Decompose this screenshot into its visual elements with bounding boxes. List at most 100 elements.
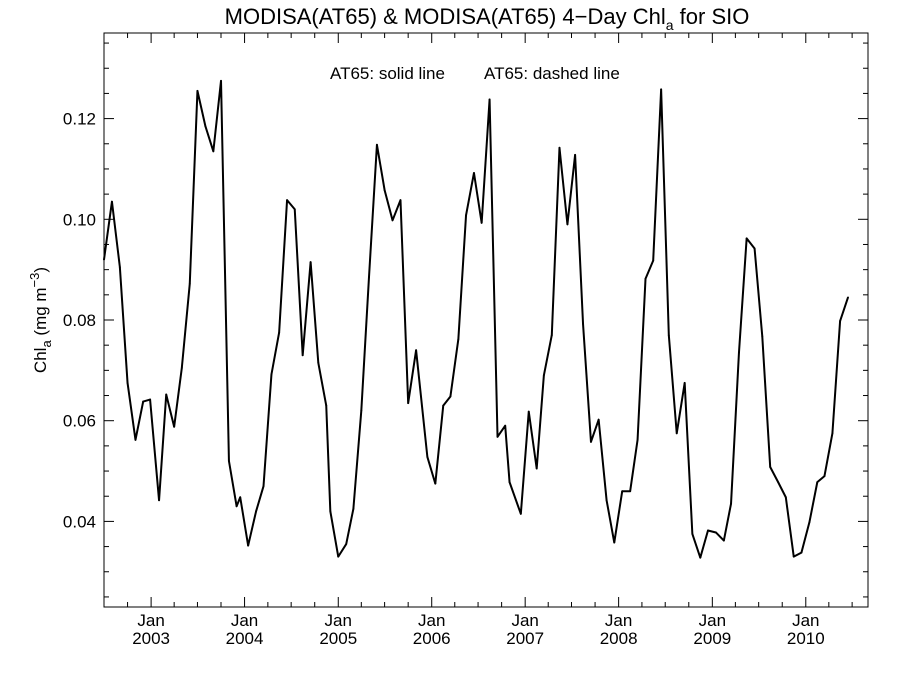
y-axis-label: Chla (mg m−3)	[27, 267, 54, 373]
x-tick-month-label: Jan	[792, 611, 819, 630]
x-tick-month-label: Jan	[231, 611, 258, 630]
data-point	[519, 512, 522, 515]
data-point	[566, 223, 569, 226]
data-point	[158, 499, 160, 502]
data-point	[301, 354, 304, 357]
data-point	[730, 502, 732, 505]
data-point	[769, 466, 772, 468]
data-point	[480, 221, 483, 224]
data-point	[550, 334, 553, 337]
data-point	[188, 282, 191, 285]
data-point	[235, 505, 238, 508]
data-point	[839, 320, 841, 322]
data-point	[715, 531, 717, 534]
x-tick-year-label: 2009	[693, 629, 731, 648]
data-point	[644, 277, 647, 280]
chart-title-suffix: for SIO	[674, 4, 750, 29]
legend-solid: AT65: solid line	[330, 64, 445, 83]
chart-title-subscript: a	[666, 17, 674, 33]
data-point	[629, 490, 632, 493]
data-point	[636, 438, 639, 441]
data-point	[111, 200, 113, 203]
x-tick-month-label: Jan	[418, 611, 445, 630]
data-point	[473, 172, 475, 174]
data-point	[368, 276, 370, 279]
data-point	[383, 189, 386, 191]
data-point	[345, 543, 348, 545]
data-point	[309, 261, 312, 263]
data-point	[535, 467, 538, 470]
y-axis-label-close: )	[31, 267, 50, 273]
data-point	[415, 349, 417, 352]
series-line-solid	[103, 79, 849, 559]
chart-title-main: MODISA(AT65) & MODISA(AT65) 4−Day Chl	[225, 4, 666, 29]
data-point	[777, 481, 780, 484]
y-tick-label: 0.06	[63, 412, 96, 431]
data-point	[660, 88, 663, 91]
data-point	[196, 90, 199, 92]
data-point	[376, 143, 378, 146]
x-tick-year-label: 2003	[132, 629, 170, 648]
data-point	[784, 496, 787, 499]
data-point	[590, 440, 592, 443]
data-point	[270, 373, 273, 376]
y-tick-label: 0.12	[63, 110, 96, 129]
data-point	[325, 404, 328, 407]
data-point	[142, 400, 145, 403]
data-point	[149, 398, 151, 401]
data-point	[262, 485, 265, 488]
data-point	[816, 481, 819, 484]
data-point	[449, 395, 452, 398]
data-point	[255, 510, 257, 513]
data-point	[691, 533, 694, 535]
data-point	[173, 425, 176, 428]
data-point	[399, 199, 402, 202]
x-tick-year-label: 2006	[413, 629, 451, 648]
data-point	[597, 418, 600, 421]
data-point	[707, 529, 709, 532]
data-point	[574, 153, 576, 156]
x-tick-month-label: Jan	[137, 611, 164, 630]
data-point	[527, 410, 530, 413]
y-tick-label: 0.10	[63, 210, 96, 229]
data-point	[391, 219, 394, 222]
data-point	[605, 499, 608, 502]
data-point	[831, 432, 834, 435]
data-point	[247, 544, 250, 547]
chart-title: MODISA(AT65) & MODISA(AT65) 4−Day Chla f…	[225, 4, 750, 33]
data-point	[800, 551, 803, 554]
data-point	[488, 98, 491, 101]
x-tick-year-label: 2004	[226, 629, 264, 648]
y-axis: 0.04 0.06 0.08 0.10 0.12	[63, 42, 868, 598]
data-point	[722, 539, 725, 542]
data-point	[699, 556, 702, 559]
plot-area	[103, 32, 869, 608]
data-point	[508, 481, 511, 484]
data-point	[582, 323, 584, 325]
data-point	[847, 296, 849, 299]
data-point	[808, 521, 811, 524]
data-point	[293, 208, 296, 211]
data-point	[212, 150, 215, 153]
data-point	[118, 266, 121, 269]
data-point	[792, 555, 795, 558]
data-point	[542, 374, 545, 377]
x-tick-year-label: 2007	[506, 629, 544, 648]
data-point	[134, 438, 137, 441]
data-point	[239, 496, 242, 499]
data-point	[126, 382, 129, 384]
y-axis-label-superscript: −3	[27, 273, 42, 288]
data-point	[667, 334, 670, 337]
data-point	[465, 214, 467, 217]
data-point	[457, 338, 460, 341]
data-point	[434, 482, 437, 485]
x-tick-month-label: Jan	[605, 611, 632, 630]
x-tick-year-label: 2008	[600, 629, 638, 648]
y-tick-label: 0.08	[63, 311, 96, 330]
y-tick-label: 0.04	[63, 512, 96, 531]
data-point	[496, 435, 499, 438]
y-axis-label-prefix: Chl	[31, 348, 50, 374]
data-point	[621, 490, 624, 493]
data-point	[329, 510, 332, 513]
series-layer	[103, 79, 849, 559]
